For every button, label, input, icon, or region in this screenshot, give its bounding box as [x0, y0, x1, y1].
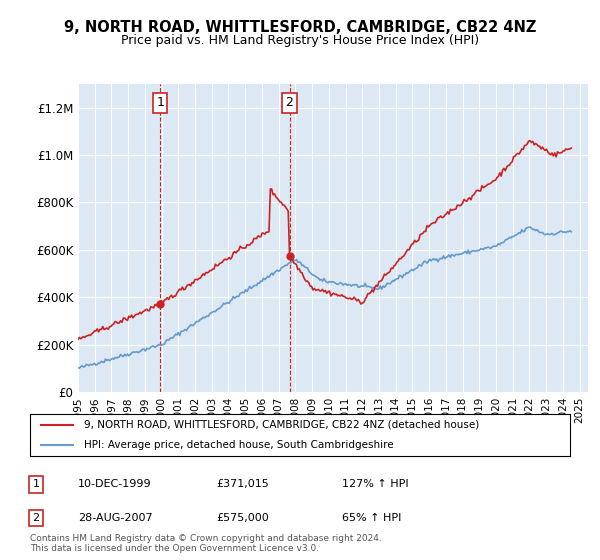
Text: Price paid vs. HM Land Registry's House Price Index (HPI): Price paid vs. HM Land Registry's House …: [121, 34, 479, 46]
Text: Contains HM Land Registry data © Crown copyright and database right 2024.
This d: Contains HM Land Registry data © Crown c…: [30, 534, 382, 553]
Text: 127% ↑ HPI: 127% ↑ HPI: [342, 479, 409, 489]
Text: 1: 1: [157, 96, 164, 109]
Text: 10-DEC-1999: 10-DEC-1999: [78, 479, 152, 489]
Text: £575,000: £575,000: [216, 513, 269, 523]
Text: 65% ↑ HPI: 65% ↑ HPI: [342, 513, 401, 523]
Text: 2: 2: [286, 96, 293, 109]
Text: £371,015: £371,015: [216, 479, 269, 489]
Text: 28-AUG-2007: 28-AUG-2007: [78, 513, 152, 523]
Text: 9, NORTH ROAD, WHITTLESFORD, CAMBRIDGE, CB22 4NZ (detached house): 9, NORTH ROAD, WHITTLESFORD, CAMBRIDGE, …: [84, 420, 479, 430]
Text: 9, NORTH ROAD, WHITTLESFORD, CAMBRIDGE, CB22 4NZ: 9, NORTH ROAD, WHITTLESFORD, CAMBRIDGE, …: [64, 20, 536, 35]
Text: 2: 2: [32, 513, 40, 523]
Text: HPI: Average price, detached house, South Cambridgeshire: HPI: Average price, detached house, Sout…: [84, 440, 394, 450]
Text: 1: 1: [32, 479, 40, 489]
